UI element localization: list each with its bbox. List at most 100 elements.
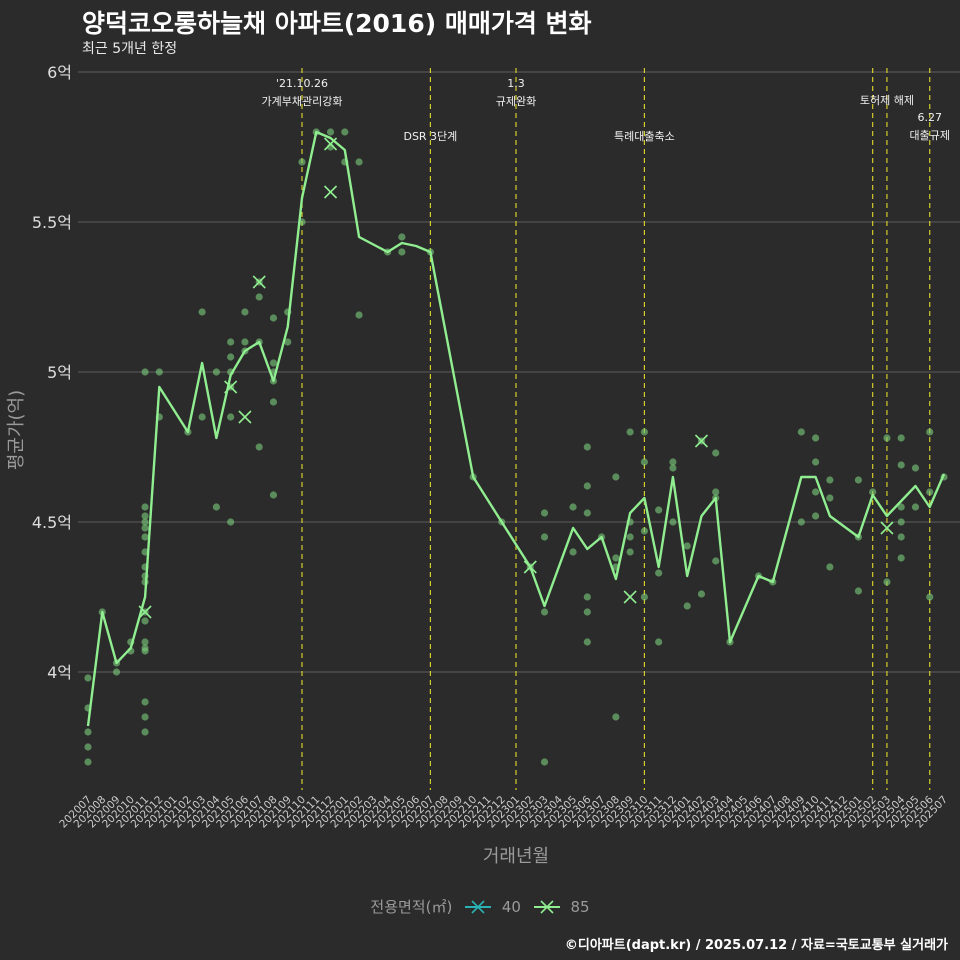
scatter-points xyxy=(84,128,948,766)
chart-subtitle: 최근 5개년 한정 xyxy=(82,41,178,57)
scatter-point xyxy=(141,368,149,376)
grid-lines xyxy=(78,71,960,673)
scatter-point xyxy=(141,638,149,646)
scatter-point xyxy=(883,578,891,586)
scatter-point xyxy=(897,503,905,511)
scatter-point xyxy=(697,590,706,598)
y-axis-title: 평균가(억) xyxy=(6,390,27,470)
scatter-point xyxy=(926,428,934,436)
cross-stroke xyxy=(252,275,266,289)
cross-stroke xyxy=(523,560,537,574)
scatter-point xyxy=(854,587,863,595)
scatter-point xyxy=(669,518,677,526)
cross-stroke xyxy=(238,410,252,424)
scatter-point xyxy=(669,458,677,466)
scatter-point xyxy=(198,413,206,421)
scatter-point xyxy=(355,311,363,319)
scatter-point xyxy=(141,518,149,526)
legend-key-40-icon xyxy=(465,899,492,914)
scatter-point xyxy=(640,527,649,535)
scatter-point xyxy=(284,338,292,346)
cross-marker xyxy=(224,380,238,394)
scatter-point xyxy=(583,638,591,646)
cross-marker xyxy=(523,560,537,574)
scatter-point xyxy=(626,428,634,436)
scatter-point xyxy=(141,617,149,625)
series-line-85 xyxy=(86,130,946,727)
scatter-point xyxy=(269,491,278,499)
event-label: DSR 3단계 xyxy=(403,130,457,143)
scatter-point xyxy=(612,713,620,721)
y-tick-label: 6억 xyxy=(47,63,72,82)
scatter-point xyxy=(897,533,905,541)
cross-marker xyxy=(694,434,709,448)
scatter-point xyxy=(897,518,905,526)
scatter-point xyxy=(227,353,235,361)
scatter-point xyxy=(826,494,834,502)
y-tick-label: 4억 xyxy=(47,663,72,682)
scatter-point xyxy=(926,488,934,496)
scatter-point xyxy=(897,434,905,442)
scatter-point xyxy=(655,638,663,646)
cross-stroke xyxy=(224,380,238,394)
cross-marker xyxy=(323,137,338,151)
scatter-point xyxy=(84,728,92,736)
source-caption: ©디아파트(dapt.kr) / 2025.07.12 / 자료=국토교통부 실… xyxy=(564,938,948,953)
cross-marker xyxy=(323,185,338,199)
scatter-point xyxy=(583,608,591,616)
scatter-point xyxy=(398,233,406,241)
scatter-point xyxy=(826,476,834,484)
scatter-point xyxy=(341,128,349,136)
cross-marker xyxy=(623,590,637,604)
scatter-point xyxy=(141,533,149,541)
scatter-point xyxy=(812,488,820,496)
event-label: 토허제 해제 xyxy=(860,93,914,107)
cross-markers xyxy=(138,137,894,619)
scatter-point xyxy=(569,503,577,511)
scatter-point xyxy=(227,518,235,526)
legend-label-40: 40 xyxy=(501,897,521,916)
scatter-point xyxy=(626,548,634,556)
scatter-point xyxy=(911,464,920,472)
scatter-point xyxy=(227,338,235,346)
scatter-point xyxy=(612,473,620,481)
scatter-point xyxy=(583,482,591,490)
scatter-point xyxy=(583,509,591,517)
event-label: 6.27 대출규제 xyxy=(909,111,949,142)
scatter-point xyxy=(626,533,634,541)
cross-stroke xyxy=(880,521,894,535)
scatter-point xyxy=(141,713,149,721)
scatter-point xyxy=(812,512,820,520)
axis-labels: 4억4.5억5억5.5억6억20200720200820200920201020… xyxy=(6,63,950,867)
event-label: 1.3 규제완화 xyxy=(496,77,536,108)
scatter-point xyxy=(797,518,805,526)
scatter-point xyxy=(141,503,149,511)
scatter-point xyxy=(212,368,220,376)
cross-stroke xyxy=(323,137,338,151)
cross-stroke xyxy=(138,605,152,619)
scatter-point xyxy=(269,359,278,367)
cross-stroke xyxy=(694,434,709,448)
scatter-point xyxy=(712,449,720,457)
series-lines xyxy=(86,130,946,727)
scatter-point xyxy=(198,308,206,316)
scatter-point xyxy=(298,158,306,166)
scatter-point xyxy=(669,464,677,472)
scatter-point xyxy=(540,608,549,616)
scatter-point xyxy=(141,524,149,532)
cross-marker xyxy=(252,275,266,289)
cross-stroke xyxy=(623,590,637,604)
scatter-point xyxy=(355,158,363,166)
scatter-point xyxy=(255,443,263,451)
event-label: '21.10.26 가계부채관리강화 xyxy=(262,77,343,108)
y-tick-label: 5억 xyxy=(47,363,72,382)
scatter-point xyxy=(241,338,249,346)
x-axis-title: 거래년월 xyxy=(483,846,549,867)
y-tick-label: 4.5억 xyxy=(32,513,72,532)
scatter-point xyxy=(869,488,877,496)
scatter-point xyxy=(712,488,720,496)
scatter-point xyxy=(583,443,591,451)
scatter-point xyxy=(141,728,149,736)
